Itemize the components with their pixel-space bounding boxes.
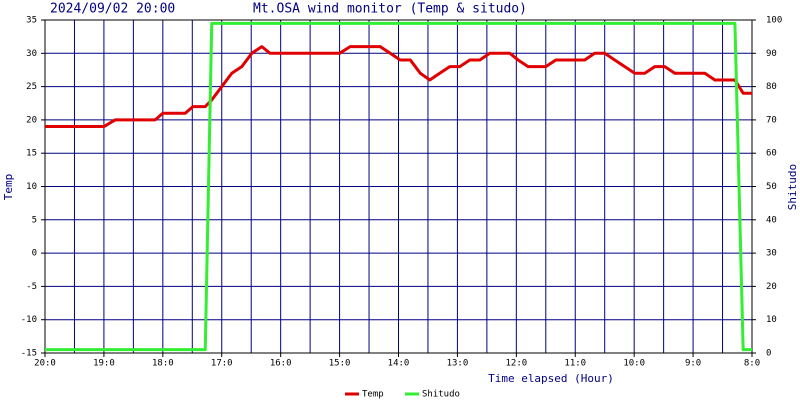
y-tick-label: 0: [32, 249, 37, 259]
legend-label: Shitudo: [422, 390, 460, 400]
x-tick-label: 18:0: [152, 359, 174, 369]
x-tick-label: 8:0: [744, 359, 760, 369]
y2-tick-label: 50: [766, 182, 777, 192]
y2-tick-label: 10: [766, 315, 777, 325]
x-tick-label: 11:0: [564, 359, 586, 369]
plot-border: [44, 19, 753, 354]
x-tick-label: 12:0: [505, 359, 527, 369]
y2-tick-label: 70: [766, 115, 777, 125]
x-tick-label: 20:0: [34, 359, 56, 369]
y-tick-label: 30: [26, 49, 37, 59]
x-tick-label: 17:0: [211, 359, 233, 369]
timestamp: 2024/09/02 20:00: [50, 2, 175, 17]
y-tick-label: 10: [26, 182, 37, 192]
y-tick-label: 25: [26, 82, 37, 92]
x-tick-label: 16:0: [270, 359, 292, 369]
x-axis-label: Time elapsed (Hour): [488, 372, 614, 385]
y-tick-label: -15: [21, 349, 37, 359]
y-tick-label: 5: [32, 215, 37, 225]
y-axis-label: Temp: [2, 174, 15, 201]
y2-tick-label: 40: [766, 215, 777, 225]
y-tick-label: 35: [26, 16, 37, 26]
x-tick-label: 15:0: [329, 359, 351, 369]
series-line: [45, 21, 752, 352]
y-tick-label: -5: [26, 282, 37, 292]
x-tick-label: 19:0: [93, 359, 115, 369]
y2-tick-label: 90: [766, 49, 777, 59]
y2-tick-label: 30: [766, 249, 777, 259]
x-tick-label: 10:0: [623, 359, 645, 369]
x-tick-label: 9:0: [685, 359, 701, 369]
y2-axis-label: Shitudo: [786, 164, 799, 210]
y2-tick-label: 60: [766, 149, 777, 159]
y2-tick-label: 100: [766, 16, 782, 26]
series-line: [45, 45, 752, 129]
legend-label: Temp: [362, 390, 384, 400]
x-tick-label: 14:0: [388, 359, 410, 369]
x-tick-label: 13:0: [447, 359, 469, 369]
y2-tick-label: 0: [766, 349, 771, 359]
y-tick-label: 15: [26, 149, 37, 159]
y-tick-label: 20: [26, 115, 37, 125]
y2-tick-label: 20: [766, 282, 777, 292]
y-tick-label: -10: [21, 315, 37, 325]
chart-title: Mt.OSA wind monitor (Temp & situdo): [253, 2, 527, 17]
y2-tick-label: 80: [766, 82, 777, 92]
